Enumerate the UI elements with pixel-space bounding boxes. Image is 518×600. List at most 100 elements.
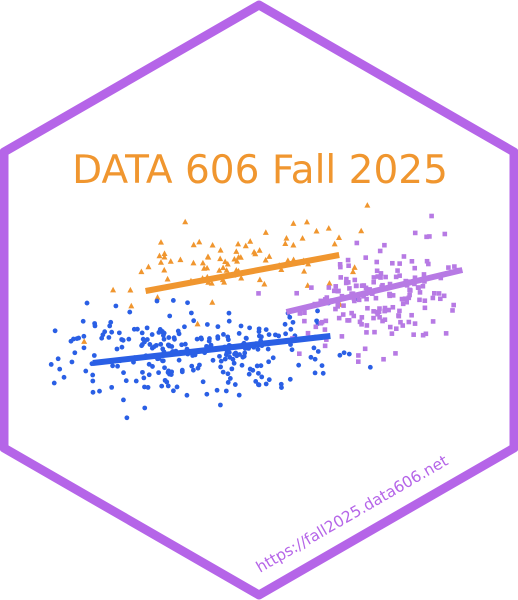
circle-point bbox=[48, 362, 54, 367]
square-point bbox=[344, 276, 349, 282]
circle-point bbox=[84, 300, 90, 306]
regression-line-square bbox=[285, 267, 464, 315]
square-point bbox=[297, 351, 302, 357]
triangle-point bbox=[283, 234, 290, 241]
circle-point bbox=[90, 378, 96, 384]
circle-point bbox=[238, 323, 244, 329]
circle-point bbox=[265, 346, 271, 352]
circle-point bbox=[221, 332, 226, 337]
circle-point bbox=[161, 336, 167, 342]
circle-point bbox=[204, 391, 210, 397]
circle-point bbox=[266, 377, 272, 383]
triangle-point bbox=[190, 259, 197, 266]
circle-point bbox=[222, 356, 228, 362]
square-point bbox=[309, 285, 314, 290]
square-point bbox=[383, 274, 388, 280]
circle-point bbox=[282, 321, 288, 327]
circle-point bbox=[263, 381, 269, 387]
circle-point bbox=[320, 370, 326, 376]
square-point bbox=[423, 331, 429, 337]
square-point bbox=[375, 311, 380, 317]
circle-point bbox=[175, 328, 181, 334]
circle-point bbox=[91, 353, 97, 358]
triangle-point bbox=[261, 280, 268, 287]
circle-point bbox=[256, 326, 262, 332]
circle-point bbox=[225, 371, 231, 377]
circle-point bbox=[124, 415, 130, 421]
square-point bbox=[400, 301, 406, 307]
square-point bbox=[451, 302, 456, 308]
triangle-point bbox=[290, 241, 297, 248]
circle-point bbox=[232, 382, 238, 387]
circle-point bbox=[367, 364, 373, 370]
circle-point bbox=[121, 370, 126, 376]
circle-point bbox=[290, 319, 296, 325]
circle-point bbox=[236, 392, 242, 398]
square-point bbox=[341, 303, 346, 308]
square-point bbox=[357, 319, 363, 325]
circle-point bbox=[80, 318, 86, 324]
square-point bbox=[333, 284, 339, 289]
circle-point bbox=[160, 358, 166, 364]
triangle-point bbox=[110, 286, 117, 293]
circle-point bbox=[81, 333, 87, 339]
triangle-point bbox=[161, 253, 168, 260]
square-point bbox=[335, 288, 341, 294]
circle-point bbox=[258, 363, 264, 369]
circle-point bbox=[270, 355, 276, 361]
square-point bbox=[359, 315, 365, 320]
square-point bbox=[382, 242, 387, 248]
square-point bbox=[323, 318, 329, 324]
triangle-point bbox=[177, 256, 184, 263]
square-point bbox=[374, 259, 380, 265]
square-point bbox=[386, 307, 391, 313]
triangle-point bbox=[217, 246, 224, 253]
square-point bbox=[354, 283, 359, 289]
circle-point bbox=[133, 378, 139, 384]
circle-point bbox=[170, 298, 176, 303]
square-point bbox=[347, 286, 352, 291]
square-point bbox=[412, 275, 418, 281]
triangle-point bbox=[138, 268, 145, 275]
square-point bbox=[393, 326, 399, 331]
circle-point bbox=[179, 367, 185, 373]
triangle-point bbox=[313, 227, 320, 234]
square-point bbox=[390, 304, 396, 310]
triangle-point bbox=[336, 234, 343, 240]
triangle-point bbox=[156, 252, 163, 259]
circle-point bbox=[189, 363, 195, 369]
triangle-point bbox=[247, 238, 254, 244]
circle-point bbox=[308, 354, 314, 360]
square-point bbox=[393, 274, 399, 280]
square-point bbox=[373, 295, 379, 301]
triangle-point bbox=[326, 280, 333, 286]
circle-point bbox=[234, 353, 240, 359]
square-point bbox=[371, 309, 376, 314]
circle-point bbox=[244, 336, 249, 341]
square-point bbox=[356, 359, 361, 364]
square-point bbox=[318, 320, 324, 326]
triangle-point bbox=[364, 202, 371, 208]
square-point bbox=[443, 331, 449, 336]
square-point bbox=[346, 318, 352, 323]
triangle-point bbox=[161, 250, 168, 257]
circle-point bbox=[169, 344, 175, 349]
square-point bbox=[417, 297, 422, 303]
square-point bbox=[371, 315, 376, 321]
circle-point bbox=[140, 369, 145, 375]
circle-point bbox=[158, 341, 164, 347]
square-point bbox=[409, 312, 414, 318]
circle-point bbox=[247, 366, 253, 372]
circle-point bbox=[236, 331, 242, 336]
square-point bbox=[397, 273, 402, 278]
circle-point bbox=[83, 368, 89, 374]
circle-point bbox=[139, 343, 145, 349]
triangle-point bbox=[199, 259, 206, 266]
triangle-point bbox=[251, 248, 258, 255]
triangle-point bbox=[237, 254, 244, 260]
circle-point bbox=[188, 310, 194, 316]
circle-point bbox=[110, 363, 115, 369]
circle-point bbox=[156, 370, 161, 376]
triangle-point bbox=[222, 258, 229, 265]
